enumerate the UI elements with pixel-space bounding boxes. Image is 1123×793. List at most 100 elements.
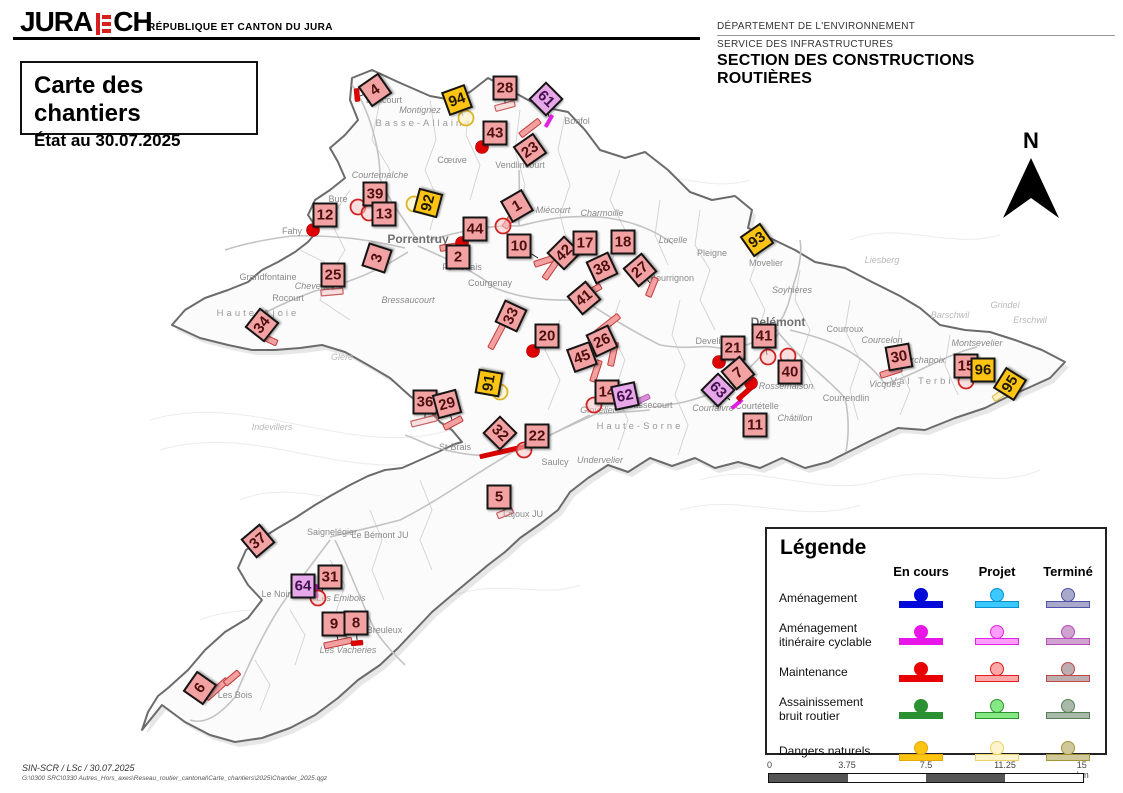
legend-symbol-en: [883, 698, 959, 719]
town-label: Boncourt: [366, 95, 403, 105]
chantier-projet-point: [494, 217, 512, 235]
map-title: Carte des chantiers: [34, 72, 144, 127]
town-label: Les Bois: [218, 690, 253, 700]
chantier-marker-22[interactable]: 22: [524, 423, 550, 449]
legend-symbol-pr: [959, 740, 1035, 761]
town-label: Le Noirmont: [261, 589, 311, 599]
town-label: Grandfontaine: [239, 272, 296, 282]
legend-row-1: Aménagement itinéraire cyclable: [767, 615, 1105, 657]
chantier-marker-18[interactable]: 18: [610, 229, 636, 255]
town-label: Glère: [331, 352, 353, 362]
scale-label: 3.75: [838, 760, 856, 770]
town-label: Miécourt: [536, 205, 571, 215]
chantier-marker-64[interactable]: 64: [290, 573, 316, 599]
chantier-marker-20[interactable]: 20: [534, 323, 560, 349]
legend-col-en-cours: En cours: [893, 564, 949, 579]
chantier-segment: [323, 636, 353, 650]
north-label: N: [1023, 128, 1039, 153]
legend-symbol-te: [1035, 698, 1101, 719]
chantier-marker-91[interactable]: 91: [474, 368, 504, 398]
town-label: Rocourt: [272, 293, 304, 303]
legend-symbol-pr: [959, 698, 1035, 719]
chantier-segment: [730, 398, 744, 410]
town-label: Charmoille: [580, 208, 623, 218]
town-label: Lajoux JU: [503, 509, 543, 519]
logo-subtitle: RÉPUBLIQUE ET CANTON DU JURA: [148, 22, 333, 33]
service-label: SERVICE DES INFRASTRUCTURES: [717, 39, 894, 50]
chantier-segment: [494, 100, 516, 112]
chantier-segment: [350, 639, 364, 647]
legend-row-label: Aménagement: [779, 591, 858, 606]
town-label: Indevillers: [252, 422, 293, 432]
town-label: Les Vacheries: [320, 645, 377, 655]
jura-crest-icon: [96, 13, 112, 35]
chantier-projet-point: [457, 109, 475, 127]
legend-symbol-en: [883, 661, 959, 682]
chantier-segment: [544, 114, 554, 128]
chantier-marker-10[interactable]: 10: [506, 233, 532, 259]
town-label: Grindel: [990, 300, 1020, 310]
town-label: Châtillon: [777, 413, 812, 423]
chantier-marker-62[interactable]: 62: [610, 381, 640, 411]
town-label: Cœuve: [437, 155, 467, 165]
legend-symbol-en: [883, 624, 959, 645]
north-arrow-icon: [1003, 158, 1059, 218]
chantier-segment: [645, 276, 659, 298]
chantier-segment: [320, 287, 344, 297]
town-label: Barschwil: [931, 310, 971, 320]
scale-label: 11.25: [994, 760, 1016, 770]
town-label: Basse-Allaine: [375, 118, 472, 129]
chantier-marker-31[interactable]: 31: [317, 564, 343, 590]
town-label: Les Breuleux: [350, 625, 403, 635]
town-label: Les Emibois: [316, 593, 366, 603]
chantier-marker-30[interactable]: 30: [884, 342, 914, 372]
town-label: Haute-Sorne: [597, 421, 684, 432]
map-date: État au 30.07.2025: [34, 131, 181, 150]
chantier-marker-8[interactable]: 8: [343, 610, 369, 636]
north-arrow: N: [995, 128, 1067, 223]
legend-title: Légende: [780, 536, 867, 559]
town-label: Bonfol: [564, 116, 590, 126]
scale-label: 0: [766, 760, 773, 770]
chantier-marker-25[interactable]: 25: [320, 262, 346, 288]
chantier-marker-21[interactable]: 21: [720, 335, 746, 361]
chantier-marker-44[interactable]: 44: [462, 216, 488, 242]
chantier-marker-43[interactable]: 43: [482, 120, 508, 146]
town-label: Bassecourt: [627, 400, 673, 410]
chantier-marker-9[interactable]: 9: [321, 611, 347, 637]
town-label: Vendlincourt: [495, 160, 545, 170]
legend-row-label: Maintenance: [779, 665, 848, 680]
chantier-marker-40[interactable]: 40: [777, 359, 803, 385]
chantier-marker-17[interactable]: 17: [572, 230, 598, 256]
town-label: Chevenez: [295, 281, 336, 291]
chantier-marker-11[interactable]: 11: [742, 412, 768, 438]
town-label: Liesberg: [865, 255, 900, 265]
chantier-marker-13[interactable]: 13: [371, 201, 397, 227]
chantier-marker-28[interactable]: 28: [492, 75, 518, 101]
chantier-segment: [589, 359, 603, 383]
legend-row-label: Dangers naturels: [779, 744, 871, 759]
legend-symbol-en: [883, 740, 959, 761]
legend-symbol-te: [1035, 624, 1101, 645]
town-label: St-Brais: [439, 442, 472, 452]
credits-line1: SIN-SCR / LSc / 30.07.2025: [22, 763, 135, 773]
scale-segments: [768, 773, 1084, 783]
chantier-segment: [223, 669, 241, 687]
logo-text-ch: CH: [113, 6, 152, 37]
legend-columns: En cours Projet Terminé: [767, 564, 1105, 579]
chantier-marker-12[interactable]: 12: [312, 202, 338, 228]
legend-symbol-pr: [959, 587, 1035, 608]
town-label: Courgenay: [468, 278, 513, 288]
town-label: Saignelégier: [307, 527, 357, 537]
town-label: Bure: [328, 194, 347, 204]
chantier-projet-point: [759, 348, 777, 366]
chantier-segment: [410, 414, 438, 428]
legend-rows: Aménagement Aménagement itinéraire cyclab…: [767, 583, 1105, 773]
chantier-marker-2[interactable]: 2: [445, 244, 471, 270]
chantier-marker-96[interactable]: 96: [970, 357, 996, 383]
town-label: Pleigne: [697, 248, 727, 258]
chantier-marker-5[interactable]: 5: [486, 484, 512, 510]
chantier-marker-41[interactable]: 41: [751, 323, 777, 349]
